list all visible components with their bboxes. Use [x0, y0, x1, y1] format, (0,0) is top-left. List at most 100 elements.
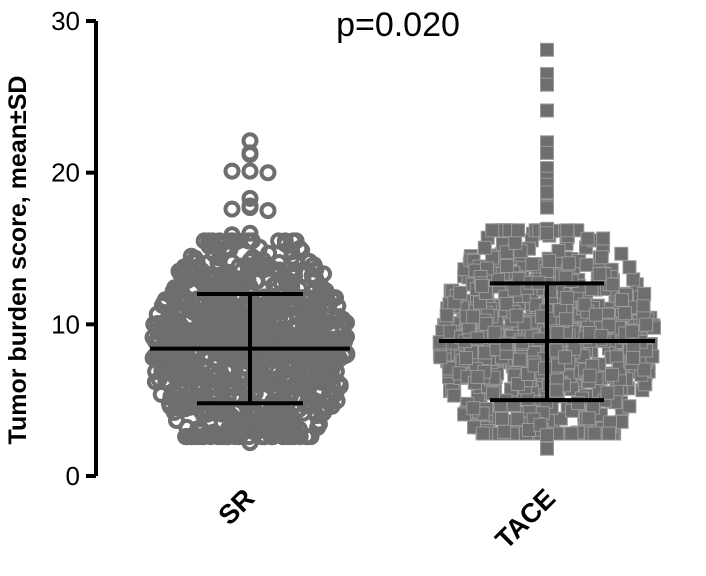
data-point-tace: [626, 272, 641, 287]
data-point-sr: [241, 434, 259, 452]
data-point-sr: [260, 244, 278, 262]
data-point-sr: [299, 428, 317, 446]
data-point-tace: [487, 325, 502, 340]
data-point-sr: [283, 249, 301, 267]
data-point-sr: [185, 279, 203, 297]
data-point-sr: [231, 317, 249, 335]
data-point-sr: [178, 428, 196, 446]
data-point-sr: [152, 385, 170, 403]
data-point-tace: [540, 145, 554, 160]
data-point-sr: [317, 364, 335, 382]
data-point-sr: [178, 359, 195, 377]
data-point-sr: [193, 320, 210, 338]
data-point-tace: [614, 414, 629, 429]
data-point-sr: [185, 390, 203, 408]
data-point-tace: [466, 309, 481, 324]
data-point-tace: [497, 424, 512, 439]
data-point-sr: [224, 337, 242, 354]
data-point-tace: [553, 411, 568, 426]
data-point-sr: [241, 199, 259, 217]
data-point-sr: [185, 303, 203, 321]
data-point-sr: [211, 296, 229, 314]
data-point-sr: [259, 423, 277, 441]
data-point-tace: [439, 308, 454, 323]
data-point-sr: [241, 189, 259, 207]
data-point-tace: [637, 286, 652, 301]
data-point-sr: [312, 277, 330, 295]
data-point-tace: [579, 257, 594, 272]
data-point-sr: [259, 202, 277, 220]
data-point-tace: [433, 350, 448, 365]
y-axis-label: Tumor burden score, mean±SD: [4, 76, 32, 445]
data-point-tace: [512, 352, 527, 367]
data-point-tace: [499, 259, 514, 273]
data-point-sr: [282, 428, 300, 446]
data-point-sr: [241, 162, 259, 180]
data-point-sr: [223, 200, 241, 218]
y-tick-label: 30: [51, 6, 80, 36]
data-point-tace: [564, 426, 579, 441]
y-tick-label: 20: [51, 158, 80, 188]
data-point-sr: [327, 289, 344, 307]
data-point-tace: [582, 368, 597, 383]
category-label-tace: TACE: [489, 483, 561, 555]
data-point-tace: [560, 223, 575, 238]
data-point-sr: [172, 317, 190, 335]
data-point-tace: [560, 290, 575, 305]
data-point-tace: [637, 362, 652, 377]
data-point-tace: [486, 386, 500, 401]
data-point-sr: [306, 392, 324, 410]
data-point-sr: [310, 413, 328, 431]
data-point-sr: [290, 358, 308, 376]
data-point-tace: [525, 257, 540, 272]
data-point-sr: [298, 371, 316, 388]
data-point-tace: [459, 351, 473, 366]
y-axis-ticks: 0 10 20 30: [51, 6, 96, 491]
data-point-tace: [540, 441, 554, 456]
data-point-tace: [636, 299, 651, 314]
data-point-tace: [558, 312, 573, 327]
data-point-tace: [622, 260, 637, 275]
data-point-tace: [540, 226, 554, 241]
data-point-tace: [494, 411, 509, 426]
y-tick-label: 10: [51, 309, 80, 339]
data-point-sr: [169, 351, 187, 368]
data-point-sr: [241, 146, 259, 163]
y-tick-label: 0: [66, 461, 80, 491]
data-point-tace: [540, 77, 554, 92]
data-point-tace: [509, 308, 524, 323]
data-point-sr: [331, 376, 349, 394]
data-point-sr: [317, 313, 335, 331]
data-point-tace: [601, 426, 616, 441]
data-point-sr: [189, 420, 207, 438]
data-point-sr: [265, 314, 283, 331]
data-point-sr: [153, 296, 171, 314]
data-point-tace: [592, 267, 607, 282]
data-point-tace: [540, 428, 554, 443]
data-point-tace: [625, 324, 640, 339]
data-point-sr: [335, 313, 353, 330]
data-point-sr: [281, 418, 299, 436]
data-point-tace: [622, 399, 637, 414]
data-point-sr: [259, 164, 277, 182]
data-point-tace: [511, 223, 526, 238]
data-point-tace: [614, 292, 629, 307]
p-value-annotation: p=0.020: [336, 6, 460, 44]
data-point-sr: [216, 314, 234, 332]
data-point-tace: [577, 297, 592, 312]
data-point-sr: [241, 419, 259, 436]
data-point-sr: [176, 400, 194, 418]
data-point-tace: [558, 350, 573, 365]
data-point-tace: [588, 307, 603, 322]
data-point-sr: [186, 259, 204, 276]
data-point-sr: [223, 422, 241, 439]
data-point-tace: [549, 383, 564, 398]
data-point-tace: [540, 42, 554, 57]
data-point-tace: [477, 240, 492, 255]
data-point-tace: [540, 200, 554, 215]
data-point-sr: [250, 317, 268, 335]
data-point-tace: [604, 367, 619, 382]
data-point-tace: [542, 253, 557, 268]
data-point-tace: [587, 426, 602, 441]
